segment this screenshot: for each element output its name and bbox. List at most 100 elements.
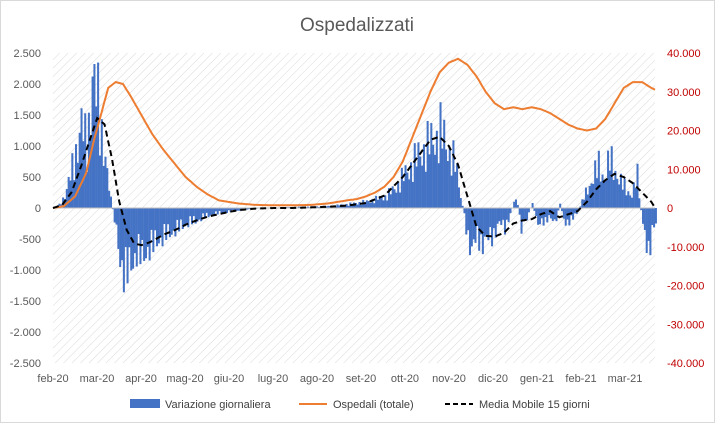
daily-variation-bar xyxy=(156,208,159,247)
daily-variation-bar xyxy=(382,200,385,208)
daily-variation-bar xyxy=(599,181,602,208)
daily-variation-bar xyxy=(531,203,534,208)
daily-variation-bar xyxy=(607,150,610,208)
daily-variation-bar xyxy=(246,208,249,210)
daily-variation-bar xyxy=(109,196,113,208)
daily-variation-bar xyxy=(371,199,374,208)
daily-variation-bar xyxy=(235,208,238,211)
daily-variation-bar xyxy=(213,208,216,216)
daily-variation-bar xyxy=(448,147,451,208)
daily-variation-bar xyxy=(181,208,184,229)
daily-variation-bar xyxy=(450,175,453,208)
daily-variation-bar xyxy=(535,208,538,217)
left-tick-label: -500 xyxy=(19,234,41,246)
daily-variation-bar xyxy=(496,208,499,224)
left-tick-label: 0 xyxy=(35,203,41,215)
daily-variation-bar xyxy=(594,160,597,208)
daily-variation-bar xyxy=(505,208,508,220)
left-tick-label: 1.500 xyxy=(13,110,41,122)
daily-variation-bar xyxy=(426,120,429,208)
daily-variation-bar xyxy=(144,208,147,259)
daily-variation-bar xyxy=(104,156,107,208)
daily-variation-bar xyxy=(509,208,512,214)
daily-variation-bar xyxy=(364,202,367,208)
daily-variation-bar xyxy=(133,208,136,254)
daily-variation-bar xyxy=(514,199,518,208)
daily-variation-bar xyxy=(373,203,376,208)
daily-variation-bar xyxy=(526,208,529,221)
daily-variation-bar xyxy=(124,208,127,248)
daily-variation-bar xyxy=(623,178,626,208)
right-tick-label: -30.000 xyxy=(667,319,704,331)
daily-variation-bar xyxy=(121,208,124,261)
daily-variation-bar xyxy=(605,179,608,208)
daily-variation-bar xyxy=(492,208,495,229)
daily-variation-bar xyxy=(117,208,120,249)
daily-variation-bar xyxy=(146,208,149,247)
daily-variation-bar xyxy=(507,208,510,223)
daily-variation-bar xyxy=(441,148,444,208)
daily-variation-bar xyxy=(572,208,575,220)
daily-variation-bar xyxy=(367,200,370,208)
right-tick-label: 0 xyxy=(667,203,673,215)
left-axis-ticks: 2.500 2.000 1.500 1.000 500 0 -500 -1.000 -1.500… xyxy=(10,48,41,370)
daily-variation-bar xyxy=(557,208,560,211)
daily-variation-bar xyxy=(544,208,547,218)
daily-variation-bar xyxy=(551,208,554,221)
daily-variation-bar xyxy=(537,208,540,225)
daily-variation-bar xyxy=(237,208,240,211)
legend-swatch-bars xyxy=(130,399,160,408)
daily-variation-bar xyxy=(297,206,300,208)
daily-variation-bar xyxy=(329,205,332,208)
daily-variation-bar xyxy=(351,204,354,208)
daily-variation-bar xyxy=(470,208,473,247)
daily-variation-bar xyxy=(608,170,611,208)
daily-variation-bar xyxy=(165,208,168,240)
daily-variation-bar xyxy=(132,208,135,269)
daily-variation-bar xyxy=(614,170,617,208)
daily-variation-bar xyxy=(397,181,400,208)
daily-variation-bar xyxy=(516,205,519,208)
daily-variation-bar xyxy=(428,154,431,208)
daily-variation-bar xyxy=(128,208,131,248)
daily-variation-bar xyxy=(395,192,398,208)
daily-variation-bar xyxy=(179,208,182,220)
daily-variation-bar xyxy=(546,208,549,223)
daily-variation-bar xyxy=(579,206,582,208)
daily-variation-bar xyxy=(643,208,646,230)
daily-variation-bar xyxy=(500,208,503,225)
daily-variation-bar xyxy=(629,195,632,208)
daily-variation-bar xyxy=(71,153,74,208)
left-tick-label: 2.500 xyxy=(13,48,41,60)
legend-label-moving-average: Media Mobile 15 giorni xyxy=(479,399,590,411)
daily-variation-bar xyxy=(220,208,223,214)
daily-variation-bar xyxy=(642,208,645,224)
daily-variation-bar xyxy=(190,208,194,225)
x-tick-label: gen-21 xyxy=(520,373,554,385)
daily-variation-bar xyxy=(559,203,562,208)
left-tick-label: 2.000 xyxy=(13,79,41,91)
daily-variation-bar xyxy=(413,143,416,208)
daily-variation-bar xyxy=(651,208,654,225)
daily-variation-bar xyxy=(610,146,613,208)
daily-variation-bar xyxy=(502,208,505,220)
daily-variation-bar xyxy=(645,208,648,254)
right-tick-label: 40.000 xyxy=(667,48,701,60)
daily-variation-bar xyxy=(106,168,109,208)
daily-variation-bar xyxy=(137,208,140,235)
daily-variation-bar xyxy=(148,208,151,261)
daily-variation-bar xyxy=(113,208,116,223)
daily-variation-bar xyxy=(446,161,449,208)
daily-variation-bar xyxy=(542,208,545,226)
daily-variation-bar xyxy=(584,187,587,208)
daily-variation-bar xyxy=(76,162,79,208)
right-tick-label: 10.000 xyxy=(667,164,701,176)
left-tick-label: 1.000 xyxy=(13,141,41,153)
daily-variation-bar xyxy=(187,208,190,228)
daily-variation-bar xyxy=(404,165,407,208)
daily-variation-bar xyxy=(518,208,521,215)
daily-variation-bar xyxy=(538,208,541,225)
daily-variation-bar xyxy=(198,208,201,220)
hospital-total-line xyxy=(52,57,656,209)
